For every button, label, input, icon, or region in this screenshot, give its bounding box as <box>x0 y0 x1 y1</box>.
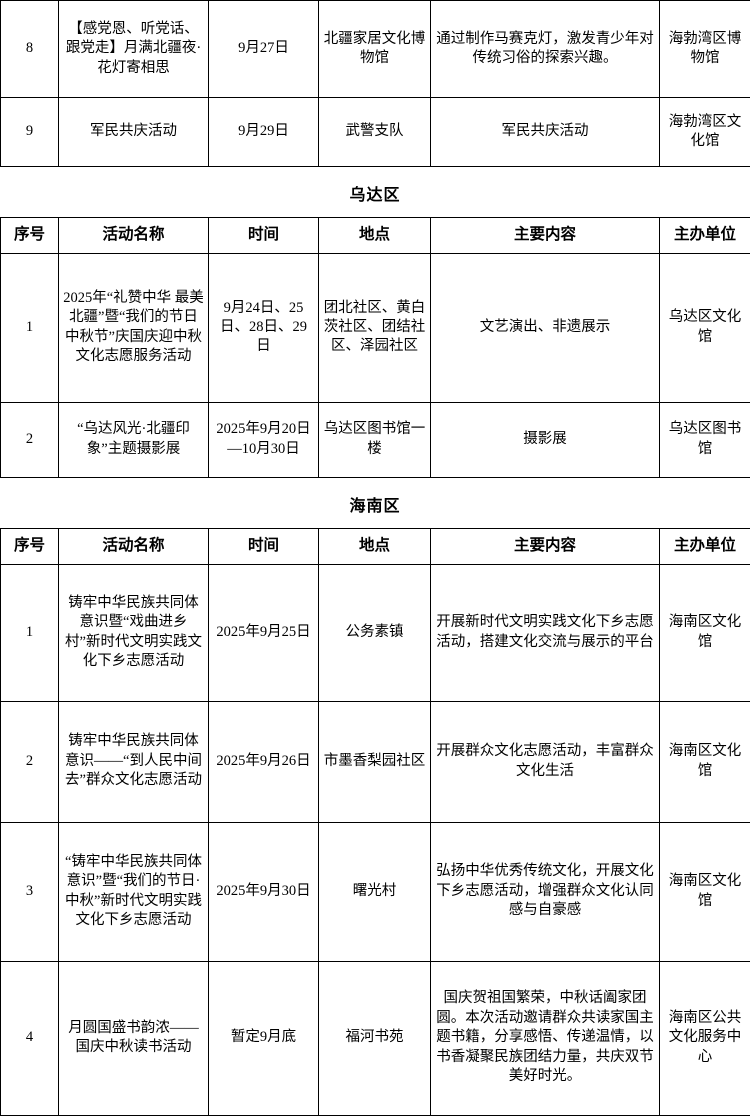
cell-time: 2025年9月26日 <box>209 701 319 822</box>
spacer <box>0 478 750 492</box>
cell-main-content: 开展群众文化志愿活动，丰富群众文化生活 <box>431 701 660 822</box>
cell-place: 团北社区、黄白茨社区、团结社区、泽园社区 <box>319 253 431 402</box>
table-row: 2 铸牢中华民族共同体意识——“到人民中间去”群众文化志愿活动 2025年9月2… <box>1 701 750 822</box>
cell-main-content: 摄影展 <box>431 402 660 477</box>
cell-organizer: 海南区文化馆 <box>660 822 750 961</box>
cell-activity-name: 【感党恩、听党话、跟党走】月满北疆夜·花灯寄相思 <box>59 1 209 98</box>
section-title-wuda: 乌达区 <box>0 181 750 205</box>
column-header-activity-name: 活动名称 <box>59 528 209 564</box>
cell-time: 2025年9月30日 <box>209 822 319 961</box>
cell-time: 9月24日、25日、28日、29日 <box>209 253 319 402</box>
table-hainan: 序号 活动名称 时间 地点 主要内容 主办单位 1 铸牢中华民族共同体意识暨“戏… <box>0 528 750 1116</box>
cell-index: 1 <box>1 253 59 402</box>
column-header-organizer: 主办单位 <box>660 528 750 564</box>
column-header-place: 地点 <box>319 528 431 564</box>
table-header-row: 序号 活动名称 时间 地点 主要内容 主办单位 <box>1 218 750 254</box>
cell-index: 4 <box>1 961 59 1115</box>
column-header-place: 地点 <box>319 218 431 254</box>
table-wuda: 序号 活动名称 时间 地点 主要内容 主办单位 1 2025年“礼赞中华 最美北… <box>0 217 750 478</box>
cell-index: 2 <box>1 402 59 477</box>
cell-main-content: 开展新时代文明实践文化下乡志愿活动，搭建文化交流与展示的平台 <box>431 564 660 701</box>
cell-organizer: 海勃湾区文化馆 <box>660 98 750 167</box>
table-header-row: 序号 活动名称 时间 地点 主要内容 主办单位 <box>1 528 750 564</box>
cell-place: 乌达区图书馆一楼 <box>319 402 431 477</box>
cell-activity-name: 2025年“礼赞中华 最美北疆”暨“我们的节日 中秋节”庆国庆迎中秋文化志愿服务… <box>59 253 209 402</box>
cell-index: 1 <box>1 564 59 701</box>
spacer <box>0 167 750 181</box>
cell-organizer: 乌达区图书馆 <box>660 402 750 477</box>
cell-activity-name: “乌达风光·北疆印象”主题摄影展 <box>59 402 209 477</box>
table-haibowan-continued: 8 【感党恩、听党话、跟党走】月满北疆夜·花灯寄相思 9月27日 北疆家居文化博… <box>0 0 750 167</box>
table-row: 3 “铸牢中华民族共同体意识”暨“我们的节日·中秋”新时代文明实践文化下乡志愿活… <box>1 822 750 961</box>
cell-place: 福河书苑 <box>319 961 431 1115</box>
cell-organizer: 海南区文化馆 <box>660 701 750 822</box>
cell-activity-name: 铸牢中华民族共同体意识——“到人民中间去”群众文化志愿活动 <box>59 701 209 822</box>
column-header-time: 时间 <box>209 218 319 254</box>
cell-index: 9 <box>1 98 59 167</box>
cell-place: 公务素镇 <box>319 564 431 701</box>
cell-activity-name: 铸牢中华民族共同体意识暨“戏曲进乡村”新时代文明实践文化下乡志愿活动 <box>59 564 209 701</box>
cell-time: 2025年9月25日 <box>209 564 319 701</box>
spacer <box>0 516 750 528</box>
column-header-time: 时间 <box>209 528 319 564</box>
cell-main-content: 弘扬中华优秀传统文化，开展文化下乡志愿活动，增强群众文化认同感与自豪感 <box>431 822 660 961</box>
cell-time: 9月29日 <box>209 98 319 167</box>
spacer <box>0 205 750 217</box>
table-row: 9 军民共庆活动 9月29日 武警支队 军民共庆活动 海勃湾区文化馆 <box>1 98 750 167</box>
table-row: 2 “乌达风光·北疆印象”主题摄影展 2025年9月20日—10月30日 乌达区… <box>1 402 750 477</box>
cell-main-content: 通过制作马赛克灯，激发青少年对传统习俗的探索兴趣。 <box>431 1 660 98</box>
cell-organizer: 乌达区文化馆 <box>660 253 750 402</box>
table-row: 1 2025年“礼赞中华 最美北疆”暨“我们的节日 中秋节”庆国庆迎中秋文化志愿… <box>1 253 750 402</box>
column-header-main-content: 主要内容 <box>431 218 660 254</box>
table-row: 4 月圆国盛书韵浓——国庆中秋读书活动 暂定9月底 福河书苑 国庆贺祖国繁荣，中… <box>1 961 750 1115</box>
table-row: 8 【感党恩、听党话、跟党走】月满北疆夜·花灯寄相思 9月27日 北疆家居文化博… <box>1 1 750 98</box>
column-header-index: 序号 <box>1 528 59 564</box>
cell-organizer: 海南区文化馆 <box>660 564 750 701</box>
cell-place: 北疆家居文化博物馆 <box>319 1 431 98</box>
cell-organizer: 海勃湾区博物馆 <box>660 1 750 98</box>
cell-index: 2 <box>1 701 59 822</box>
cell-time: 暂定9月底 <box>209 961 319 1115</box>
cell-activity-name: 军民共庆活动 <box>59 98 209 167</box>
section-title-hainan: 海南区 <box>0 492 750 516</box>
cell-organizer: 海南区公共文化服务中心 <box>660 961 750 1115</box>
column-header-activity-name: 活动名称 <box>59 218 209 254</box>
document-page: 8 【感党恩、听党话、跟党走】月满北疆夜·花灯寄相思 9月27日 北疆家居文化博… <box>0 0 750 1073</box>
cell-activity-name: 月圆国盛书韵浓——国庆中秋读书活动 <box>59 961 209 1115</box>
column-header-index: 序号 <box>1 218 59 254</box>
column-header-organizer: 主办单位 <box>660 218 750 254</box>
cell-activity-name: “铸牢中华民族共同体意识”暨“我们的节日·中秋”新时代文明实践文化下乡志愿活动 <box>59 822 209 961</box>
cell-main-content: 军民共庆活动 <box>431 98 660 167</box>
cell-main-content: 文艺演出、非遗展示 <box>431 253 660 402</box>
column-header-main-content: 主要内容 <box>431 528 660 564</box>
cell-index: 3 <box>1 822 59 961</box>
cell-time: 2025年9月20日—10月30日 <box>209 402 319 477</box>
cell-place: 市墨香梨园社区 <box>319 701 431 822</box>
cell-main-content: 国庆贺祖国繁荣，中秋话阖家团圆。本次活动邀请群众共读家国主题书籍，分享感悟、传递… <box>431 961 660 1115</box>
table-row: 1 铸牢中华民族共同体意识暨“戏曲进乡村”新时代文明实践文化下乡志愿活动 202… <box>1 564 750 701</box>
cell-place: 曙光村 <box>319 822 431 961</box>
cell-place: 武警支队 <box>319 98 431 167</box>
cell-time: 9月27日 <box>209 1 319 98</box>
cell-index: 8 <box>1 1 59 98</box>
